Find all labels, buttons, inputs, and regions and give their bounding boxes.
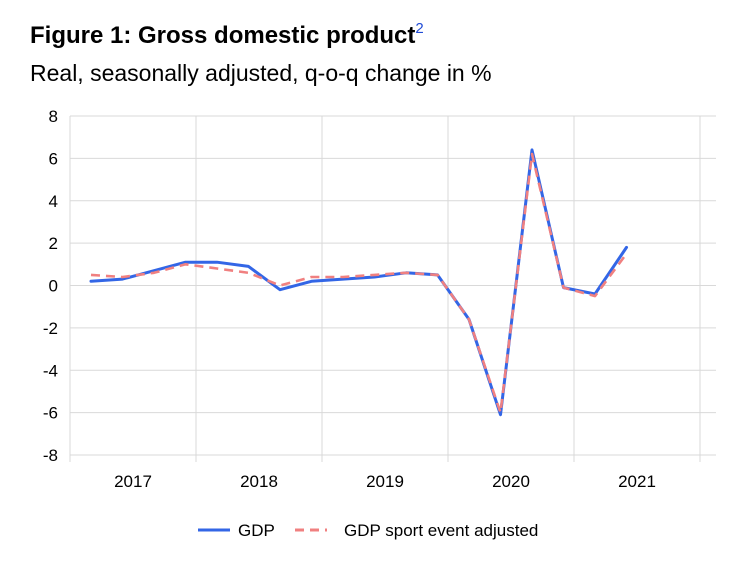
- y-axis-ticks: 8 6 4 2 0 -2 -4 -6 -8: [43, 107, 58, 465]
- legend-label: GDP sport event adjusted: [344, 521, 538, 540]
- series-line-gdp-sport-adjusted: [90, 152, 628, 414]
- y-tick-label: 6: [49, 149, 58, 168]
- x-tick-label: 2020: [492, 472, 530, 491]
- y-tick-label: -8: [43, 446, 58, 465]
- chart-series: [89, 148, 628, 417]
- x-tick-label: 2019: [366, 472, 404, 491]
- x-tick-label: 2018: [240, 472, 278, 491]
- y-tick-label: 2: [49, 234, 58, 253]
- y-tick-label: -2: [43, 319, 58, 338]
- y-tick-label: 8: [49, 107, 58, 126]
- chart-subtitle: Real, seasonally adjusted, q-o-q change …: [30, 60, 492, 86]
- y-tick-label: -4: [43, 361, 58, 380]
- y-tick-label: 0: [49, 277, 58, 296]
- y-tick-label: -6: [43, 404, 58, 423]
- x-tick-label: 2017: [114, 472, 152, 491]
- legend-label: GDP: [238, 521, 275, 540]
- chart-title-text: Figure 1: Gross domestic product: [30, 22, 416, 49]
- y-tick-label: 4: [49, 192, 58, 211]
- x-tick-label: 2021: [618, 472, 656, 491]
- chart-legend: GDP GDP sport event adjusted: [198, 521, 538, 540]
- chart-grid: [69, 115, 716, 462]
- chart-title: Figure 1: Gross domestic product2: [30, 20, 424, 50]
- x-axis-ticks: 2017 2018 2019 2020 2021: [114, 472, 656, 491]
- footnote-marker[interactable]: 2: [415, 20, 424, 37]
- series-line-gdp: [89, 148, 628, 417]
